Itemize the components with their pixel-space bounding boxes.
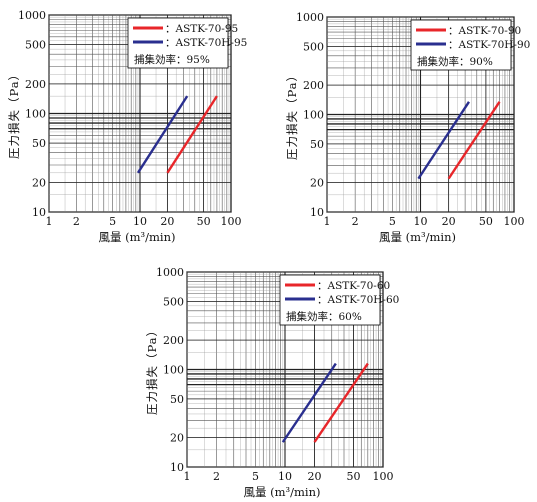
y-tick-label: 100 bbox=[163, 364, 184, 377]
x-tick-label: 20 bbox=[442, 215, 456, 228]
x-tick-label: 50 bbox=[346, 470, 360, 483]
y-tick-label: 50 bbox=[32, 137, 46, 150]
y-tick-label: 100 bbox=[303, 109, 324, 122]
legend-label: ：ASTK-70-60 bbox=[317, 280, 390, 292]
series-line-ASTK-70H-90 bbox=[417, 101, 470, 180]
y-tick-label: 50 bbox=[170, 393, 184, 406]
series-line-ASTK-70H-95 bbox=[136, 95, 189, 174]
y-tick-label: 1000 bbox=[296, 11, 324, 24]
series-line-ASTK-70-60 bbox=[313, 362, 369, 443]
legend-label: ：ASTK-70H-90 bbox=[448, 39, 530, 51]
grid bbox=[48, 14, 232, 213]
y-tick-label: 1000 bbox=[156, 266, 184, 279]
x-axis-label: 風量 (m³/min) bbox=[243, 485, 320, 499]
chart-panel-2: 1 2 5 10 20 50 100 10 20 50 100 200 500 1000 風量 (m³/mi… bbox=[285, 11, 530, 244]
y-tick-label: 500 bbox=[303, 40, 324, 53]
x-tick-label: 100 bbox=[504, 215, 525, 228]
y-tick-label: 10 bbox=[32, 206, 46, 219]
y-tick-label: 500 bbox=[25, 39, 46, 52]
grid bbox=[186, 271, 384, 468]
x-tick-label: 5 bbox=[389, 215, 396, 228]
series-line-ASTK-70H-60 bbox=[281, 362, 337, 443]
chart-panel-1: 1 2 5 10 20 50 100 10 20 50 100 200 500 1000 風量 (m³/mi… bbox=[7, 9, 247, 244]
y-tick-label: 50 bbox=[310, 138, 324, 151]
x-tick-label: 100 bbox=[221, 215, 242, 228]
legend-label: ：ASTK-70H-95 bbox=[165, 37, 247, 49]
x-tick-label: 1 bbox=[324, 215, 331, 228]
y-tick-label: 200 bbox=[163, 334, 184, 347]
legend-label: ：ASTK-70-90 bbox=[448, 25, 521, 37]
x-tick-label: 20 bbox=[308, 470, 322, 483]
efficiency-label: 捕集効率：95% bbox=[134, 53, 210, 66]
y-axis-label: 圧力損失（Pa） bbox=[145, 324, 159, 415]
x-tick-label: 100 bbox=[373, 470, 394, 483]
x-tick-label: 1 bbox=[46, 215, 53, 228]
x-tick-label: 1 bbox=[184, 470, 191, 483]
x-tick-label: 5 bbox=[109, 215, 116, 228]
y-tick-label: 100 bbox=[25, 108, 46, 121]
x-tick-label: 2 bbox=[213, 470, 220, 483]
chart-panel-3: 1 2 5 10 20 50 100 10 20 50 100 200 500 1000 風量 (m³/mi… bbox=[145, 266, 399, 499]
y-tick-label: 200 bbox=[303, 79, 324, 92]
x-tick-label: 50 bbox=[197, 215, 211, 228]
x-tick-label: 20 bbox=[160, 215, 174, 228]
efficiency-label: 捕集効率：90% bbox=[417, 55, 493, 68]
x-tick-label: 10 bbox=[278, 470, 292, 483]
x-axis-label: 風量 (m³/min) bbox=[379, 230, 456, 244]
legend-label: ：ASTK-70-95 bbox=[165, 23, 238, 35]
y-tick-label: 20 bbox=[32, 176, 46, 189]
y-axis-label: 圧力損失（Pa） bbox=[285, 69, 299, 160]
y-tick-label: 500 bbox=[163, 295, 184, 308]
legend-label: ：ASTK-70H-60 bbox=[317, 294, 399, 306]
x-tick-label: 50 bbox=[479, 215, 493, 228]
x-tick-label: 2 bbox=[73, 215, 80, 228]
efficiency-label: 捕集効率：60% bbox=[286, 310, 362, 323]
x-tick-label: 2 bbox=[352, 215, 359, 228]
x-axis-label: 風量 (m³/min) bbox=[98, 230, 175, 244]
y-tick-label: 10 bbox=[310, 206, 324, 219]
y-tick-label: 10 bbox=[170, 461, 184, 474]
y-tick-label: 20 bbox=[170, 432, 184, 445]
x-tick-label: 5 bbox=[252, 470, 259, 483]
series-line-ASTK-70-95 bbox=[166, 95, 218, 174]
y-axis-label: 圧力損失（Pa） bbox=[7, 68, 21, 159]
y-tick-label: 20 bbox=[310, 177, 324, 190]
y-tick-label: 1000 bbox=[18, 9, 46, 22]
x-tick-label: 10 bbox=[414, 215, 428, 228]
series-line-ASTK-70-90 bbox=[447, 101, 501, 180]
y-tick-label: 200 bbox=[25, 78, 46, 91]
x-tick-label: 10 bbox=[133, 215, 147, 228]
